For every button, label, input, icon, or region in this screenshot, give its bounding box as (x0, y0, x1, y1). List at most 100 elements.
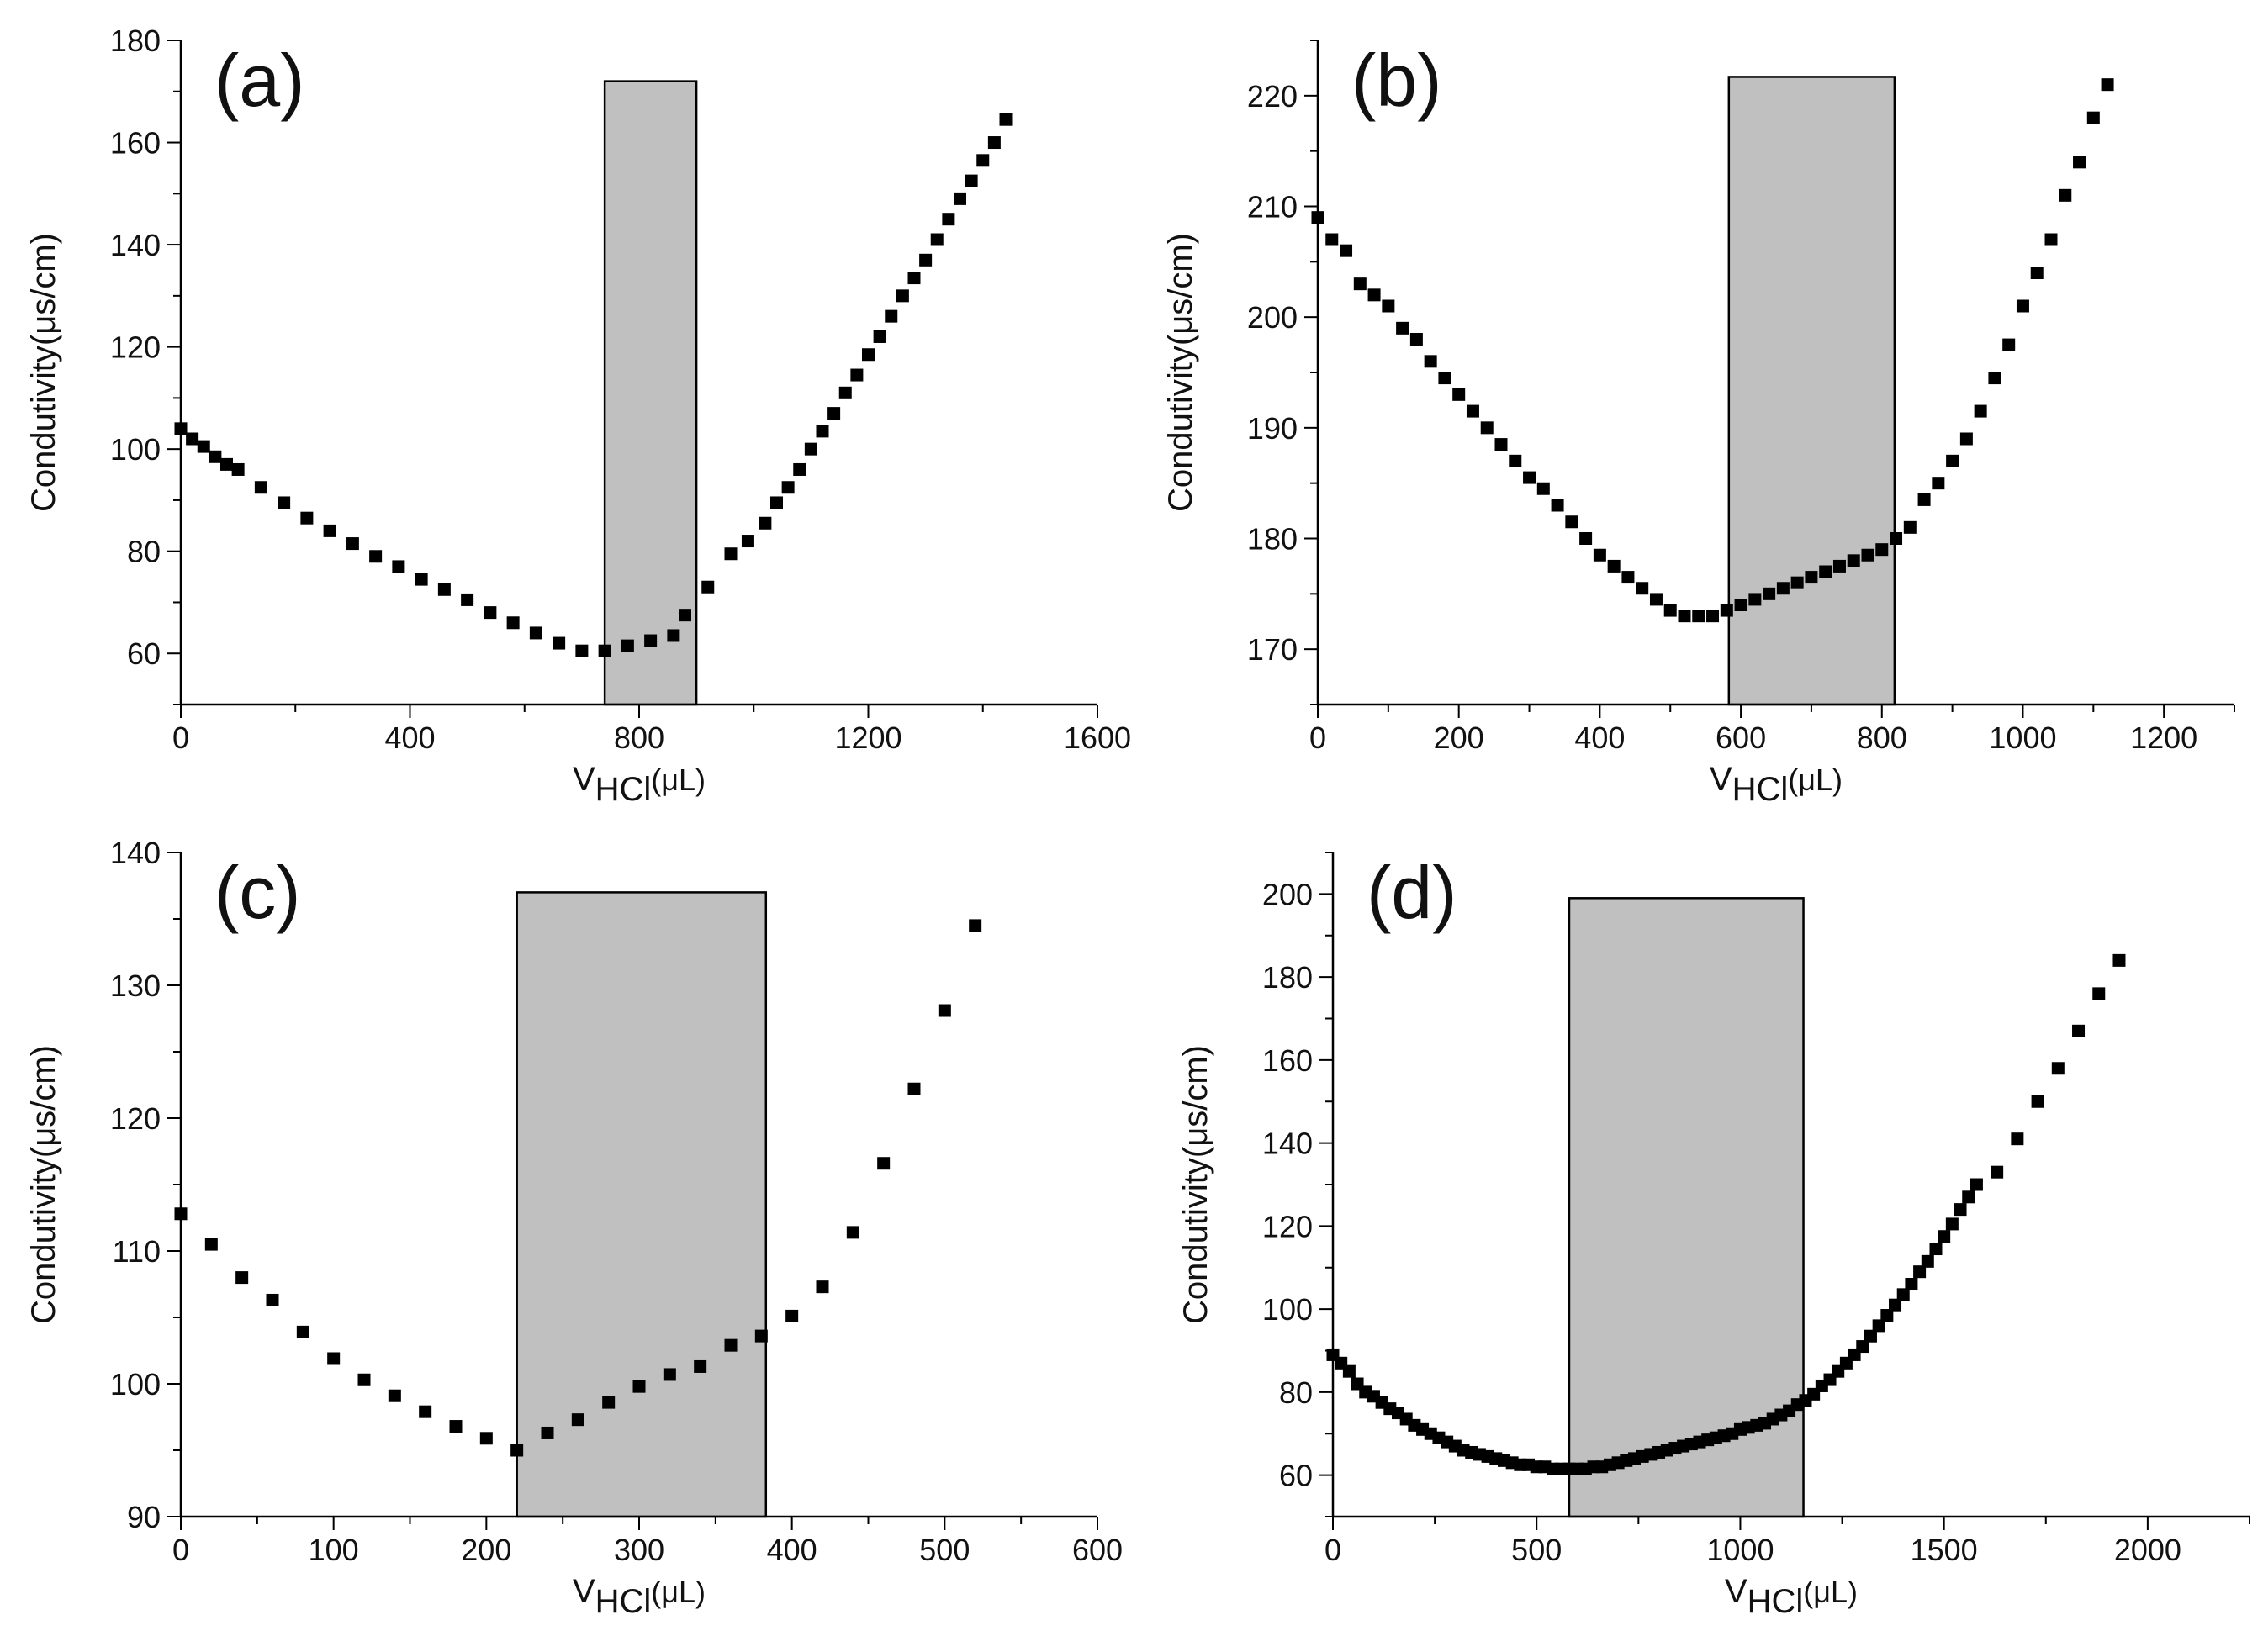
data-point (1438, 372, 1451, 385)
x-tick-label: 200 (1434, 720, 1484, 755)
shaded-region (1727, 76, 1896, 706)
data-point (186, 432, 199, 446)
y-tick-label: 180 (1262, 960, 1313, 995)
y-tick-label: 100 (110, 432, 161, 467)
data-point (369, 550, 383, 563)
data-point (1382, 299, 1395, 313)
x-label-main: V (573, 761, 595, 798)
data-point (1932, 477, 1945, 490)
data-point (553, 636, 566, 650)
data-point (1706, 610, 1720, 623)
data-point (1720, 604, 1733, 617)
data-point (506, 616, 520, 630)
y-tick-label: 200 (1262, 877, 1313, 911)
y-axis-label: Condutivity(μs/cm) (1162, 233, 1199, 512)
y-tick-label: 120 (110, 1101, 161, 1136)
data-point (1396, 321, 1409, 335)
x-label-main: V (1710, 761, 1732, 798)
data-point (877, 1157, 891, 1170)
data-point (741, 535, 754, 548)
data-point (571, 1413, 584, 1427)
x-tick-label: 2000 (2114, 1533, 2181, 1567)
data-point (754, 1329, 768, 1343)
x-tick-label: 1200 (2130, 720, 2197, 755)
y-tick-label: 210 (1247, 190, 1298, 224)
y-tick-label: 80 (127, 535, 161, 569)
y-tick-label: 140 (1262, 1127, 1313, 1161)
x-tick-label: 100 (309, 1533, 359, 1567)
data-point (197, 440, 210, 453)
data-point (1593, 548, 1606, 562)
data-point (969, 919, 982, 932)
data-point (2059, 188, 2072, 202)
data-point (2101, 78, 2114, 92)
data-point (1872, 1319, 1885, 1333)
x-tick-label: 300 (614, 1533, 664, 1567)
data-point (770, 496, 783, 509)
x-label-unit: (μL) (1788, 763, 1843, 797)
data-point (209, 450, 222, 463)
y-tick-label: 160 (110, 126, 161, 161)
data-point (1970, 1178, 1983, 1191)
y-tick-label: 180 (1247, 522, 1298, 557)
x-tick-label: 500 (919, 1533, 970, 1567)
shaded-region (1568, 897, 1805, 1518)
x-tick-label: 1500 (1911, 1533, 1978, 1567)
data-point (1452, 388, 1466, 401)
data-point (1832, 559, 1846, 573)
data-point (437, 583, 451, 596)
data-point (1466, 404, 1479, 418)
data-point (1480, 421, 1494, 435)
data-point (1325, 233, 1339, 246)
data-point (942, 213, 955, 226)
data-point (1959, 432, 1973, 446)
data-point (2016, 299, 2029, 313)
data-point (2073, 156, 2086, 169)
data-point (930, 233, 944, 246)
data-point (266, 1293, 279, 1306)
data-point (300, 511, 314, 525)
x-tick-label: 1000 (1706, 1533, 1774, 1567)
data-point (644, 634, 658, 647)
data-point (1734, 599, 1747, 611)
data-point (1636, 582, 1649, 595)
data-point (632, 1380, 646, 1393)
data-point (2031, 1095, 2044, 1108)
data-point (2112, 953, 2126, 967)
data-point (235, 1271, 249, 1285)
data-point (724, 1338, 738, 1352)
data-point (392, 560, 405, 573)
data-point (1889, 1298, 1902, 1312)
data-point (1847, 554, 1860, 567)
shaded-region (516, 891, 768, 1518)
data-point (1974, 404, 1987, 418)
chart-panel-1: 0 400 800 1200 1600 60 80 100 120 140 160 180 Condut… (25, 24, 1131, 808)
data-point (1905, 1278, 1918, 1290)
x-tick-label: 1600 (1064, 720, 1131, 755)
data-point (1880, 1309, 1894, 1322)
data-point (1579, 532, 1593, 545)
y-axis-label: Condutivity(μs/cm) (1177, 1045, 1214, 1324)
data-point (602, 1396, 616, 1409)
data-point (174, 1207, 188, 1221)
data-point (793, 462, 806, 476)
data-point (1946, 454, 1959, 467)
data-point (2002, 338, 2016, 351)
data-point (663, 1368, 676, 1381)
data-point (1962, 1190, 1975, 1204)
x-tick-label: 0 (1309, 720, 1326, 755)
data-point (2030, 267, 2044, 279)
y-tick-label: 90 (127, 1500, 161, 1534)
y-tick-label: 100 (110, 1367, 161, 1401)
data-point (954, 192, 966, 205)
x-tick-label: 0 (172, 720, 189, 755)
data-point (1523, 471, 1536, 484)
shaded-region (603, 80, 698, 706)
y-tick-label: 120 (1262, 1209, 1313, 1243)
data-point (965, 174, 978, 187)
x-axis-label: VHCl(μL) (1710, 761, 1843, 808)
data-point (987, 136, 1001, 150)
y-tick-label: 170 (1247, 632, 1298, 667)
y-tick-label: 80 (1279, 1375, 1313, 1410)
x-tick-label: 800 (1857, 720, 1907, 755)
